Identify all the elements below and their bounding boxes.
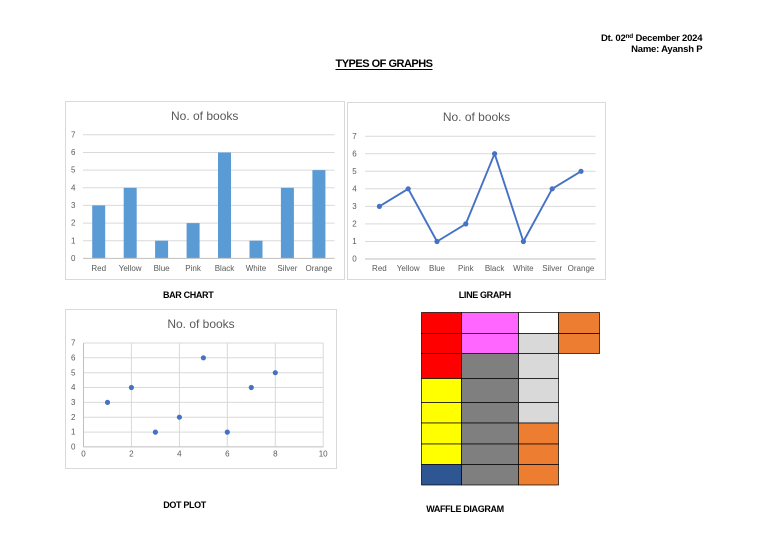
svg-text:Pink: Pink [458, 264, 475, 273]
svg-text:Black: Black [215, 264, 236, 273]
svg-text:Orange: Orange [568, 264, 595, 273]
svg-text:Black: Black [485, 264, 506, 273]
svg-text:No. of books: No. of books [171, 109, 238, 123]
svg-text:2: 2 [71, 219, 76, 228]
svg-text:5: 5 [352, 167, 357, 176]
svg-text:5: 5 [71, 368, 76, 377]
svg-text:Red: Red [91, 264, 106, 273]
svg-text:10: 10 [319, 450, 328, 459]
svg-text:White: White [513, 264, 534, 273]
svg-text:Blue: Blue [154, 264, 171, 273]
svg-text:4: 4 [71, 383, 76, 392]
svg-text:2: 2 [352, 220, 357, 229]
svg-text:7: 7 [71, 130, 76, 139]
svg-text:Silver: Silver [542, 264, 562, 273]
svg-text:3: 3 [71, 398, 76, 407]
svg-text:5: 5 [71, 166, 76, 175]
svg-text:4: 4 [177, 450, 182, 459]
svg-text:No. of books: No. of books [443, 110, 510, 124]
svg-text:Silver: Silver [277, 264, 297, 273]
svg-text:4: 4 [352, 184, 357, 193]
svg-text:No. of books: No. of books [167, 317, 234, 331]
svg-text:Blue: Blue [429, 264, 446, 273]
svg-text:Orange: Orange [306, 264, 333, 273]
svg-text:3: 3 [71, 201, 76, 210]
svg-text:Yellow: Yellow [119, 264, 142, 273]
svg-text:2: 2 [71, 413, 76, 422]
svg-text:White: White [246, 264, 267, 273]
svg-text:6: 6 [225, 450, 230, 459]
svg-text:0: 0 [81, 450, 86, 459]
svg-text:6: 6 [71, 148, 76, 157]
svg-text:0: 0 [352, 255, 357, 264]
svg-text:2: 2 [129, 450, 134, 459]
svg-text:3: 3 [352, 202, 357, 211]
svg-text:Yellow: Yellow [397, 264, 420, 273]
svg-text:0: 0 [71, 443, 76, 452]
svg-text:8: 8 [273, 450, 278, 459]
svg-text:6: 6 [71, 353, 76, 362]
svg-text:Red: Red [372, 264, 387, 273]
svg-text:1: 1 [71, 236, 76, 245]
svg-text:Pink: Pink [185, 264, 202, 273]
svg-text:1: 1 [71, 428, 76, 437]
svg-text:6: 6 [352, 149, 357, 158]
svg-text:0: 0 [71, 254, 76, 263]
svg-text:7: 7 [352, 132, 357, 141]
svg-text:7: 7 [71, 339, 76, 348]
svg-text:4: 4 [71, 183, 76, 192]
svg-text:1: 1 [352, 237, 357, 246]
